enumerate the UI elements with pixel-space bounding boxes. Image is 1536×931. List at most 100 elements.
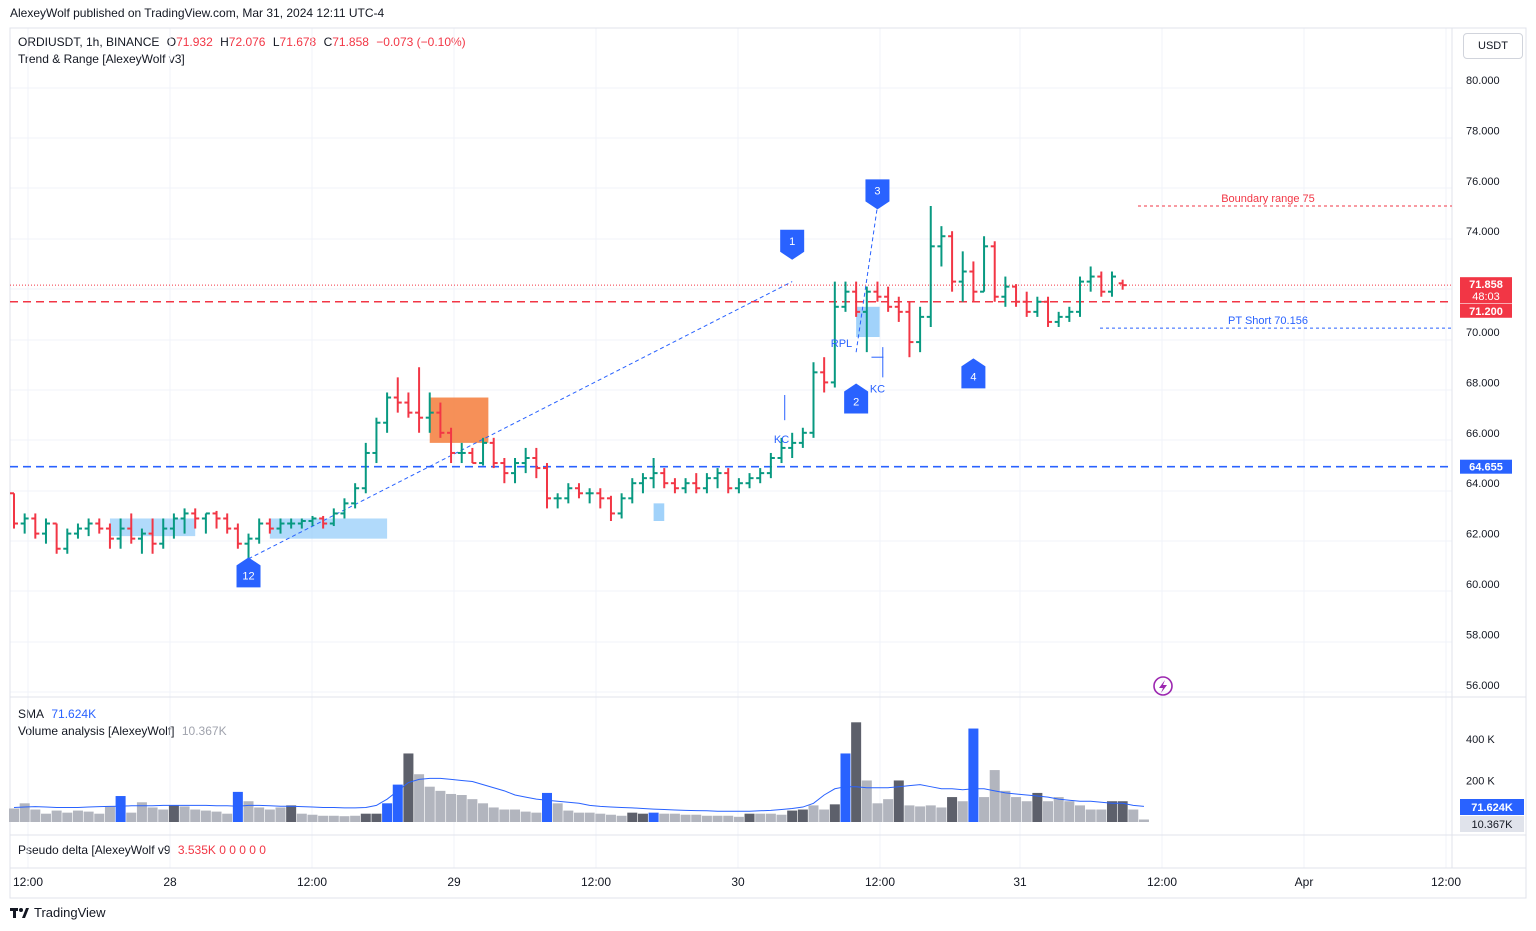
- ohlc-bar: [660, 468, 669, 489]
- volume-analysis-label[interactable]: Volume analysis [AlexeyWolf]: [18, 724, 175, 738]
- volume-bar: [904, 805, 915, 822]
- ohlc-bar: [233, 523, 242, 549]
- price-tick-label: 66.000: [1466, 428, 1500, 440]
- volume-bar: [1043, 801, 1054, 822]
- volume-bar: [1064, 801, 1075, 822]
- price-tick-label: 74.000: [1466, 226, 1500, 238]
- volume-bar: [254, 807, 265, 822]
- volume-bar: [542, 792, 552, 822]
- volume-bar: [360, 813, 371, 822]
- ohlc-bar: [873, 281, 882, 302]
- sma-legend[interactable]: SMA 71.624K: [18, 707, 100, 721]
- sma-label[interactable]: SMA: [18, 707, 45, 721]
- volume-bar: [1085, 809, 1096, 822]
- volume-tick-label: 200 K: [1466, 775, 1495, 787]
- volume-bar: [915, 806, 926, 822]
- range-box: [653, 503, 665, 521]
- ohlc-bar: [521, 447, 530, 474]
- ohlc-bar: [702, 473, 711, 494]
- volume-bar: [446, 793, 457, 822]
- ohlc-bar: [180, 508, 189, 534]
- ohlc-bar: [425, 392, 434, 433]
- ohlc-bar: [841, 281, 850, 312]
- high-label: H: [220, 35, 229, 49]
- ohlc-bar: [73, 523, 82, 539]
- ohlc-bar: [489, 437, 498, 469]
- volume-bar: [94, 813, 105, 822]
- indicator-name[interactable]: Trend & Range [AlexeyWolf v3]: [18, 52, 185, 66]
- volume-tick-label: 400 K: [1466, 734, 1495, 746]
- ohlc-bar: [958, 251, 967, 302]
- volume-value-text: 10.367K: [1472, 819, 1514, 831]
- symbol-legend[interactable]: ORDIUSDT, 1h, BINANCE O71.932 H72.076 L7…: [18, 35, 470, 49]
- volume-bar: [947, 797, 958, 822]
- volume-bar: [776, 814, 787, 822]
- ohlc-bar: [244, 533, 253, 559]
- price-tick-label: 76.000: [1466, 176, 1500, 188]
- level-label: Boundary range 75: [1221, 193, 1315, 205]
- volume-bar: [243, 801, 254, 822]
- ohlc-bar: [191, 508, 200, 529]
- volume-bar: [616, 815, 627, 822]
- volume-bar: [1000, 790, 1011, 822]
- volume-bar: [414, 774, 425, 822]
- ohlc-bar: [980, 236, 989, 293]
- ohlc-bar: [415, 367, 424, 433]
- volume-bar: [40, 813, 51, 822]
- price-tick-label: 80.000: [1466, 75, 1500, 87]
- volume-analysis-value: 10.367K: [181, 724, 227, 738]
- volume-bar: [829, 804, 840, 822]
- volume-analysis-legend[interactable]: Volume analysis [AlexeyWolf] 10.367K: [18, 724, 231, 738]
- volume-bar: [51, 810, 62, 822]
- ohlc-bar: [351, 483, 360, 509]
- sma-line: [13, 777, 1145, 812]
- volume-bar: [392, 784, 403, 822]
- price-tick-label: 62.000: [1466, 529, 1500, 541]
- pseudo-delta-legend[interactable]: Pseudo delta [AlexeyWolf v9 3.535K 0 0 0…: [18, 843, 270, 857]
- ohlc-bar: [596, 488, 605, 509]
- volume-bar: [1106, 801, 1117, 822]
- ohlc-bar: [31, 513, 40, 539]
- ohlc-bar: [436, 402, 445, 438]
- currency-button[interactable]: USDT: [1463, 33, 1523, 59]
- ohlc-bar: [105, 523, 114, 549]
- ohlc-bar: [670, 478, 679, 494]
- symbol-name[interactable]: ORDIUSDT, 1h, BINANCE: [18, 35, 160, 49]
- ohlc-bar: [393, 377, 402, 413]
- volume-bar: [467, 799, 478, 822]
- volume-bar: [115, 796, 126, 822]
- ohlc-bar: [404, 392, 413, 418]
- trend-line: [248, 281, 793, 560]
- tradingview-logo[interactable]: TradingView: [10, 905, 106, 920]
- volume-bar: [755, 813, 766, 822]
- volume-bar: [83, 811, 94, 822]
- pseudo-delta-label[interactable]: Pseudo delta [AlexeyWolf v9: [18, 843, 171, 857]
- wave-marker-shape: [961, 358, 986, 389]
- volume-bar: [403, 753, 414, 822]
- volume-bar: [936, 807, 947, 822]
- volume-bar: [222, 813, 233, 822]
- ohlc-bar: [649, 458, 658, 489]
- time-tick-label: 12:00: [1147, 875, 1177, 889]
- volume-bar: [925, 805, 936, 822]
- volume-bar: [488, 807, 499, 822]
- volume-bar: [72, 810, 83, 822]
- volume-bar: [744, 813, 755, 822]
- volume-bar: [797, 809, 808, 822]
- time-tick-label: 12:00: [581, 875, 611, 889]
- ohlc-bar: [41, 518, 50, 544]
- ohlc-bar: [830, 281, 839, 388]
- ohlc-bar: [532, 447, 541, 479]
- volume-bar: [840, 753, 851, 822]
- volume-bar: [9, 808, 19, 822]
- volume-bar: [520, 811, 531, 822]
- volume-bar: [968, 728, 979, 822]
- volume-sma-tag: [1460, 799, 1524, 815]
- annotation-label: RPL: [831, 338, 852, 350]
- ohlc-bar: [1001, 276, 1010, 307]
- ohlc-bar: [223, 513, 232, 534]
- ohlc-bar: [766, 452, 775, 479]
- indicator-legend[interactable]: Trend & Range [AlexeyWolf v3]: [18, 52, 189, 66]
- volume-bar: [350, 815, 361, 822]
